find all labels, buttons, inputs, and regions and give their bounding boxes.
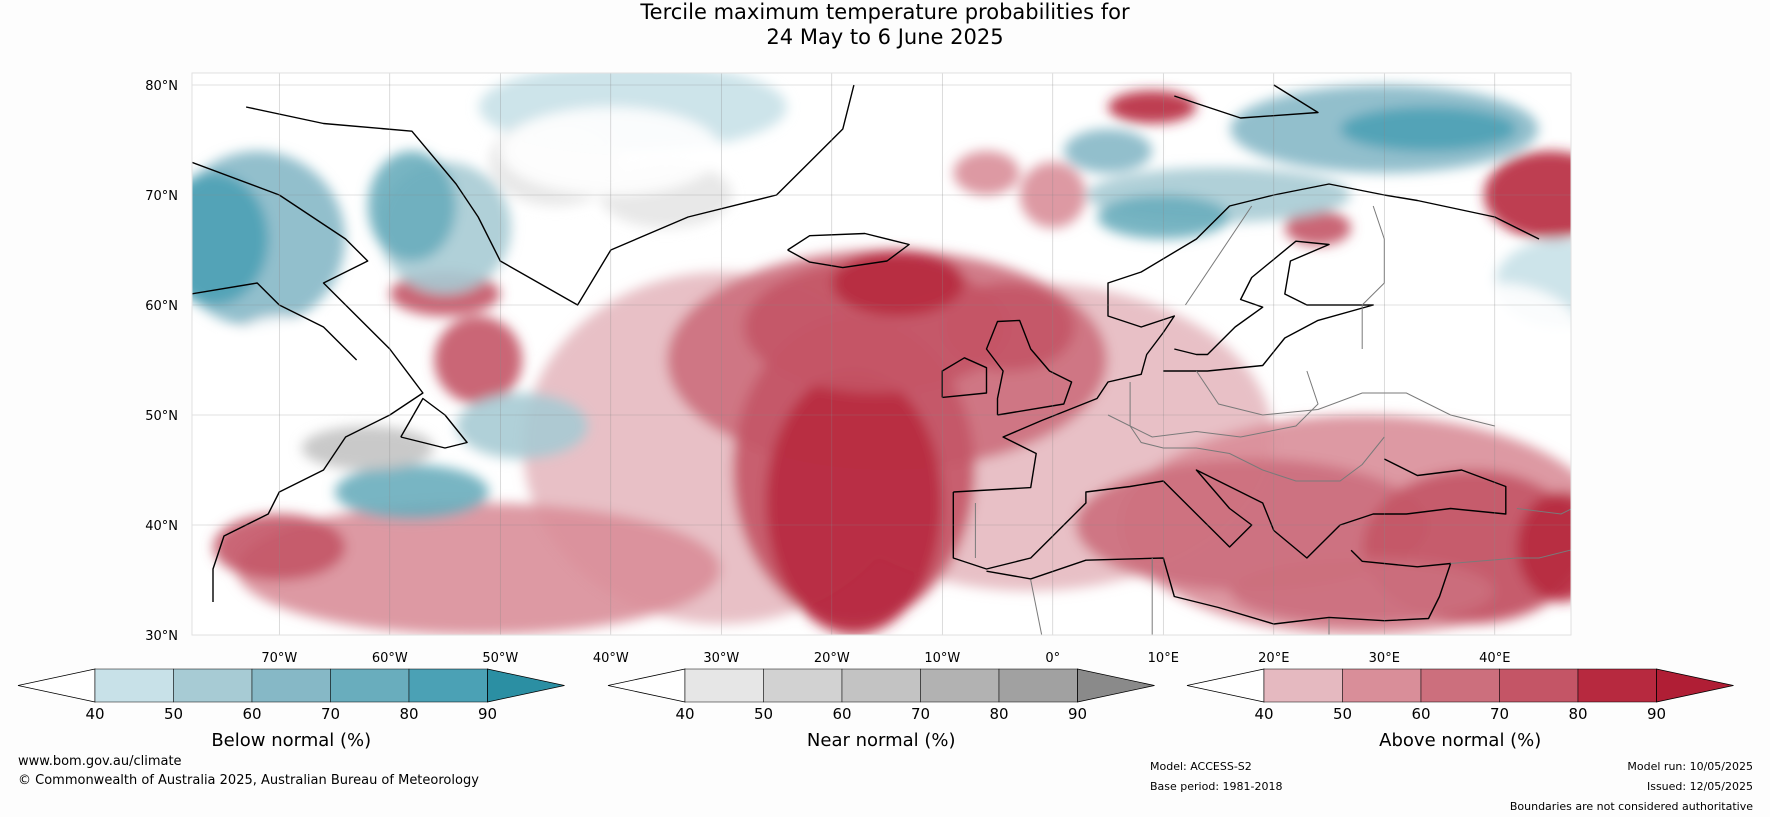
coastline-8: [953, 183, 1540, 493]
colorbar-tick: 50: [754, 705, 773, 723]
lat-label: 60°N: [145, 299, 178, 314]
colorbar-tick: 80: [989, 705, 1008, 723]
run-info: Model run: 10/05/2025 Issued: 12/05/2025…: [1510, 757, 1753, 817]
colorbar-segment: [408, 668, 488, 703]
website-link[interactable]: www.bom.gov.au/climate: [18, 754, 182, 769]
border-0: [1107, 370, 1319, 438]
colorbar-segment: [920, 668, 1000, 703]
colorbar-tick: 60: [832, 705, 851, 723]
longitude-labels: 70°W 60°W 50°W 40°W 30°W 20°W 10°W 0° 10°E 20°E 30…: [261, 651, 1510, 666]
graticule: [192, 73, 1571, 635]
colorbar-segment: [1420, 668, 1500, 703]
colorbar-tick: 70: [911, 705, 930, 723]
lon-label: 50°W: [482, 651, 518, 666]
colorbar-segment: [763, 668, 843, 703]
colorbar-low-arrow: [1186, 668, 1265, 703]
colorbar-tick: 90: [1068, 705, 1087, 723]
coastline-9: [1163, 240, 1374, 372]
lon-label: 70°W: [261, 651, 297, 666]
coastline-11: [1174, 84, 1319, 119]
border-4: [1184, 205, 1253, 306]
colorbar-tick: 50: [1333, 705, 1352, 723]
lon-label: 40°E: [1479, 651, 1510, 666]
latitude-labels: 80°N 70°N 60°N 50°N 40°N 30°N: [145, 79, 178, 644]
lat-label: 80°N: [145, 79, 178, 94]
border-6: [1030, 579, 1043, 635]
colorbar-tick: 80: [399, 705, 418, 723]
colorbar-tick: 90: [478, 705, 497, 723]
lon-label: 30°W: [703, 651, 739, 666]
colorbar-tick: 40: [675, 705, 694, 723]
colorbar-title: Above normal (%): [1379, 730, 1541, 751]
map-frame: [191, 72, 1572, 636]
colorbar-segment: [1499, 668, 1579, 703]
colorbar-tick: 40: [85, 705, 104, 723]
map-title: Tercile maximum temperature probabilitie…: [0, 0, 1770, 50]
colorbar-high-arrow: [487, 668, 565, 703]
coastline-12: [1627, 140, 1693, 195]
model-name: Model: ACCESS-S2: [1150, 760, 1252, 773]
copyright-text: © Commonwealth of Australia 2025, Austra…: [18, 773, 479, 788]
base-period: Base period: 1981-2018: [1150, 780, 1283, 793]
lon-label: 10°E: [1148, 651, 1179, 666]
colorbar-tick: 70: [1490, 705, 1509, 723]
lon-label: 30°E: [1369, 651, 1400, 666]
probability-field: [192, 73, 1693, 635]
border-2: [1195, 370, 1495, 427]
colorbar-segment: [1342, 668, 1422, 703]
colorbar-tick: 50: [164, 705, 183, 723]
colorbar-segment: [1577, 668, 1657, 703]
lon-label: 10°W: [924, 651, 960, 666]
lat-label: 70°N: [145, 189, 178, 204]
lon-label: 60°W: [372, 651, 408, 666]
colorbar-segment: [841, 668, 921, 703]
border-9: [1450, 549, 1571, 564]
coastline-5: [985, 319, 1073, 416]
coastline-3: [400, 397, 468, 449]
above-normal-colorbar: 40 50 60 70 80 90 Above normal (%): [1186, 668, 1734, 751]
colorbar-high-arrow: [1656, 668, 1734, 703]
colorbar-segment: [1263, 668, 1343, 703]
colorbar-tick: 60: [242, 705, 261, 723]
title-line-2: 24 May to 6 June 2025: [766, 25, 1004, 49]
colorbar-segment: [998, 668, 1078, 703]
border-1: [1129, 382, 1385, 482]
border-10: [1516, 508, 1571, 515]
lon-label: 20°W: [814, 651, 850, 666]
below-normal-colorbar: 40 50 60 70 80 90 Below normal (%): [17, 668, 565, 751]
colorbar-title: Below normal (%): [211, 730, 371, 751]
colorbar-high-arrow: [1077, 668, 1155, 703]
lat-label: 30°N: [145, 629, 178, 644]
lon-label: 40°W: [593, 651, 629, 666]
near-normal-colorbar: 40 50 60 70 80 90 Near normal (%): [607, 668, 1155, 751]
colorbar-segment: [173, 668, 253, 703]
colorbar-segment: [94, 668, 174, 703]
coastline-10: [986, 549, 1452, 625]
colorbar-tick: 60: [1411, 705, 1430, 723]
colorbar-tick: 70: [321, 705, 340, 723]
coastline-4: [787, 232, 910, 269]
disclaimer: Boundaries are not considered authoritat…: [1509, 800, 1753, 813]
issued-date: Issued: 12/05/2025: [1646, 780, 1753, 793]
lat-label: 50°N: [145, 409, 178, 424]
colorbar-low-arrow: [17, 668, 96, 703]
colorbar-tick: 40: [1254, 705, 1273, 723]
coastline-7: [952, 458, 1507, 570]
model-info: Model: ACCESS-S2 Base period: 1981-2018: [1150, 757, 1282, 797]
colorbar-segment: [684, 668, 764, 703]
colorbar-segment: [330, 668, 410, 703]
colorbar-segment: [251, 668, 331, 703]
colorbar-tick: 80: [1568, 705, 1587, 723]
lat-label: 40°N: [145, 519, 178, 534]
colorbar-tick: 90: [1647, 705, 1666, 723]
lon-label: 0°: [1045, 651, 1060, 666]
colorbar-title: Near normal (%): [807, 730, 956, 751]
colorbar-low-arrow: [607, 668, 686, 703]
lon-label: 20°E: [1258, 651, 1289, 666]
model-run: Model run: 10/05/2025: [1627, 760, 1753, 773]
title-line-1: Tercile maximum temperature probabilitie…: [640, 0, 1130, 24]
footer-credits: www.bom.gov.au/climate © Commonwealth of…: [18, 754, 479, 792]
